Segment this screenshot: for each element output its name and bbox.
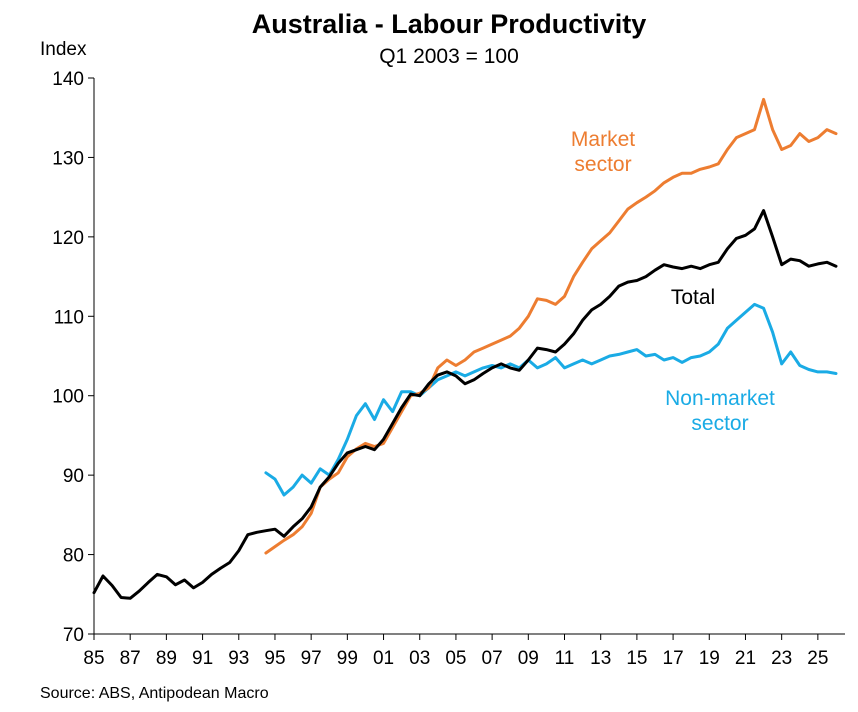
- market-sector-label: Market sector: [571, 128, 635, 176]
- market-sector-line: [264, 97, 838, 555]
- source-note: Source: ABS, Antipodean Macro: [40, 685, 269, 702]
- chart-title: Australia - Labour Productivity: [252, 9, 647, 39]
- y-tick-label: 70: [63, 625, 84, 646]
- x-tick-label: 17: [663, 648, 684, 669]
- x-tick-label: 85: [83, 648, 104, 669]
- x-tick-label: 07: [482, 648, 503, 669]
- x-tick-label: 23: [771, 648, 792, 669]
- axes: 70 80 90 100 110 120 130 140 85 87 89 91 93 95 97 99 01 0…: [52, 69, 845, 669]
- non-market-sector-line: [264, 302, 838, 497]
- x-tick-label: 11: [555, 648, 575, 669]
- x-tick-label: 05: [445, 648, 466, 669]
- y-tick-label: 120: [52, 228, 84, 249]
- series-labels: Total Market sector Non-market sector: [571, 128, 775, 435]
- x-tick-label: 15: [626, 648, 647, 669]
- x-tick-label: 89: [156, 648, 177, 669]
- y-tick-label: 80: [63, 546, 84, 567]
- y-tick-label: 90: [63, 466, 84, 487]
- x-tick-label: 13: [590, 648, 611, 669]
- x-tick-label: 21: [735, 648, 756, 669]
- y-tick-label: 130: [52, 148, 84, 169]
- total-line: [92, 209, 838, 600]
- x-tick-label: 91: [192, 648, 213, 669]
- total-label: Total: [671, 286, 715, 309]
- x-tick-label: 93: [228, 648, 249, 669]
- series-lines: [92, 97, 838, 600]
- non-market-sector-label: Non-market sector: [665, 387, 775, 435]
- x-tick-label: 01: [373, 648, 394, 669]
- x-tick-label: 03: [409, 648, 430, 669]
- x-tick-label: 95: [264, 648, 285, 669]
- x-tick-label: 19: [699, 648, 720, 669]
- x-tick-label: 99: [337, 648, 358, 669]
- chart-subtitle: Q1 2003 = 100: [379, 45, 519, 68]
- y-tick-label: 100: [52, 387, 84, 408]
- x-tick-label: 25: [807, 648, 828, 669]
- y-tick-label: 140: [52, 69, 84, 90]
- x-tick-label: 87: [120, 648, 141, 669]
- y-axis-label: Index: [40, 39, 87, 60]
- y-tick-label: 110: [54, 307, 84, 328]
- x-tick-label: 97: [301, 648, 322, 669]
- x-tick-label: 09: [518, 648, 539, 669]
